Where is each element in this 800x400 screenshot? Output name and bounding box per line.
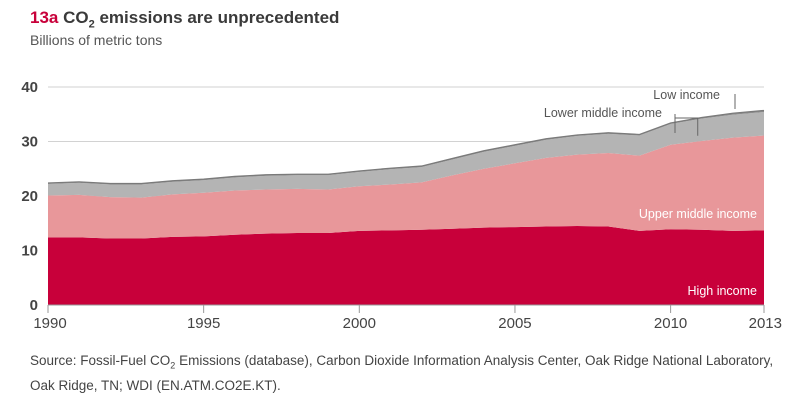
- axes: 0 10 20 30 40 1990 1995 2000 2005 2010 2013: [21, 79, 782, 332]
- title-prefix: CO: [63, 8, 89, 27]
- source-suffix: Emissions (database), Carbon Dioxide Inf…: [30, 353, 774, 393]
- y-tick-label-20: 20: [21, 188, 38, 205]
- area-series-group: [47, 109, 765, 305]
- source-subscript: 2: [170, 360, 176, 371]
- source-prefix: Source: Fossil-Fuel CO: [30, 353, 171, 368]
- x-tick-label-2013: 2013: [749, 315, 782, 332]
- total-outline: [47, 109, 765, 185]
- x-tick-label-2010: 2010: [654, 315, 687, 332]
- chart-title: 13a CO2 emissions are unprecedented: [30, 8, 339, 30]
- chart-subtitle: Billions of metric tons: [30, 32, 163, 48]
- label-low-income: Low income: [653, 88, 720, 102]
- y-tick-label-40: 40: [21, 79, 38, 96]
- x-tick-label-2005: 2005: [498, 315, 531, 332]
- title-suffix: emissions are unprecedented: [94, 8, 340, 27]
- figure-number: 13a: [30, 8, 59, 27]
- y-tick-label-30: 30: [21, 134, 38, 151]
- title-subscript: 2: [88, 18, 95, 31]
- y-tick-label-10: 10: [21, 243, 38, 260]
- label-high-income: High income: [688, 284, 758, 298]
- x-tick-label-1995: 1995: [187, 315, 220, 332]
- label-upper-middle-income: Upper middle income: [639, 207, 757, 221]
- x-tick-label-2000: 2000: [343, 315, 376, 332]
- area-high-income: [48, 225, 764, 305]
- area-lower-middle-income: [48, 112, 764, 198]
- area-upper-middle-income: [48, 135, 764, 239]
- label-lower-middle-income: Lower middle income: [544, 106, 662, 120]
- source-note: Source: Fossil-Fuel CO2 Emissions (datab…: [30, 351, 780, 395]
- x-tick-label-1990: 1990: [33, 315, 66, 332]
- y-tick-label-0: 0: [30, 297, 38, 314]
- series-labels: High income Upper middle income Lower midd…: [544, 88, 757, 298]
